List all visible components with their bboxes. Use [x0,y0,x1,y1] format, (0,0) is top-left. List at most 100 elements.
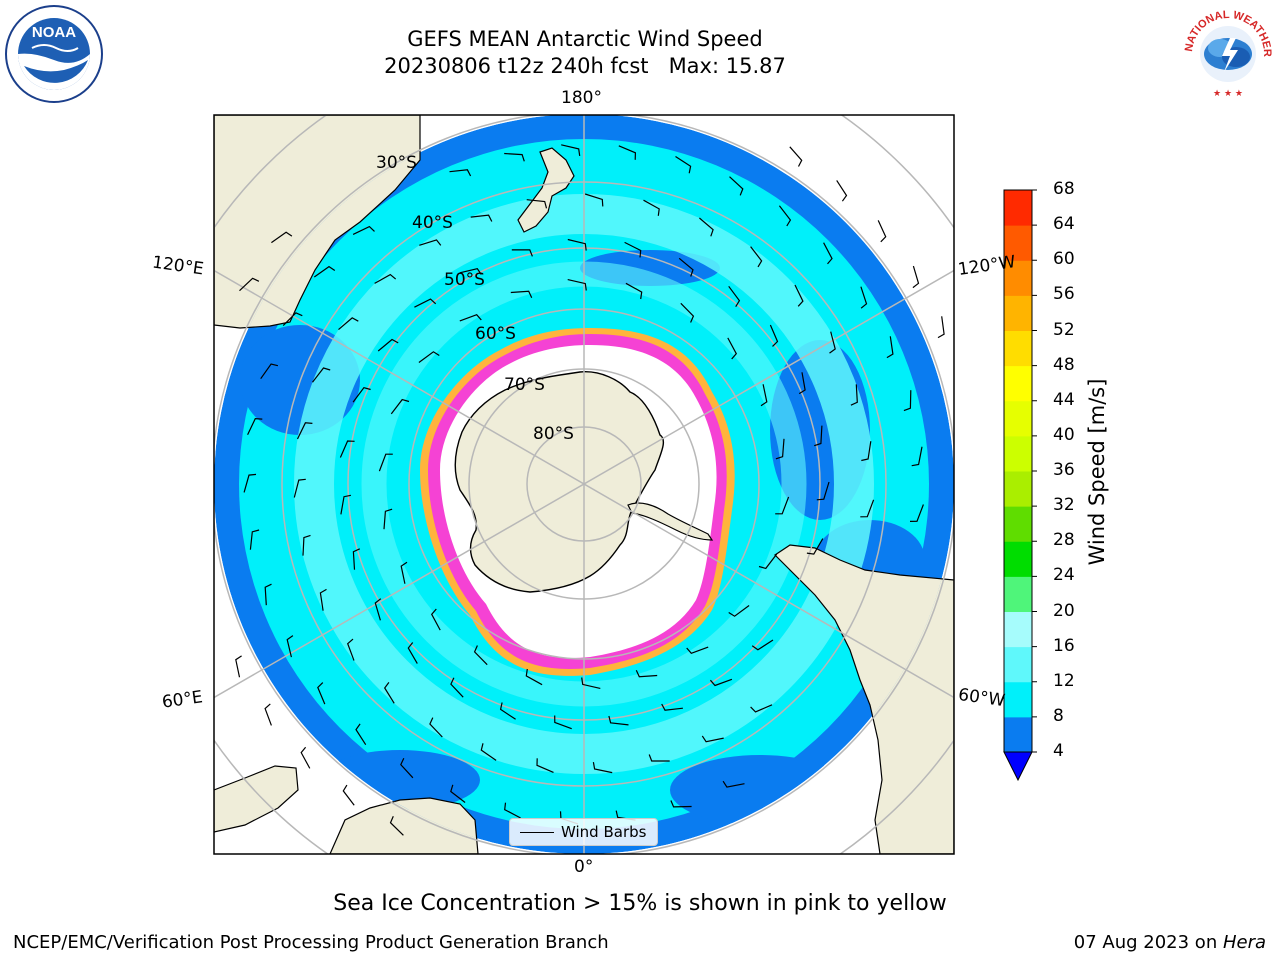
wind-barbs [235,144,945,836]
wind-barb [525,668,543,686]
colorbar-band [1004,435,1032,472]
wind-barb [670,800,692,808]
colorbar-band [1004,576,1032,612]
wind-barb [430,608,441,631]
wind-barb [751,639,774,651]
plot-title: GEFS MEAN Antarctic Wind Speed [407,27,763,51]
wind-barb [378,453,393,472]
colorbar-tick-label: 60 [1053,249,1075,270]
wind-barb [581,677,601,689]
wind-barb [814,425,823,447]
colorbar-tick-label: 40 [1053,424,1075,445]
wind-barb [860,499,875,518]
wind-barb [429,717,443,738]
wind-barb [264,703,272,726]
wind-barb [352,387,371,403]
svg-text:★ ★ ★: ★ ★ ★ [1213,89,1243,99]
colorbar-band [1004,471,1032,507]
wind-barb [419,239,442,246]
wind-barb [877,220,887,243]
wind-barb [510,290,533,298]
graticule [214,115,954,854]
colorbar-tick-label: 52 [1053,319,1075,340]
wind-barb [352,548,361,570]
colorbar-band [1004,541,1032,577]
legend-label: Wind Barbs [561,823,647,841]
wind-barb [390,398,410,415]
colorbar-band [1004,611,1032,648]
wind-barb [414,298,437,308]
colorbar-tick-label: 16 [1053,635,1075,656]
wind-barb [592,761,613,774]
wind-barb [794,284,804,307]
colorbar-tick-label: 20 [1053,600,1075,621]
wind-barb [389,816,404,836]
wind-barb [625,282,643,300]
colorbar-band [1004,225,1032,261]
wind-barb [701,735,724,743]
madagascar-land [214,765,299,833]
wind-barb [271,231,293,244]
lat-label-80s: 80°S [533,424,574,444]
legend-barb-line [520,832,554,833]
wind-barb [352,225,375,235]
colorbar-tick-label: 68 [1053,179,1075,199]
wind-barb [722,780,745,788]
wind-barb [850,384,858,406]
wind-barb [470,214,493,222]
wind-barb [450,677,464,698]
colorbar-label: Wind Speed [m/s] [1085,378,1109,566]
wind-barb [383,682,395,704]
wind-barb [635,670,658,678]
wind-barb [317,682,326,705]
footer-date: 07 Aug 2023 on Hera [1074,932,1266,953]
wind-barb [400,561,408,584]
wind-barb [728,605,750,617]
wind-barb [789,146,803,167]
colorbar-band [1004,506,1032,542]
wind-barb [338,317,359,331]
map-frame [213,114,955,855]
colorbar-tick-label: 8 [1053,705,1064,726]
colorbar-band [1004,330,1032,367]
colorbar-tick-label: 44 [1053,389,1075,410]
wind-barb [778,205,792,227]
wind-barb [912,265,920,289]
wind-barb [302,534,311,556]
colorbar-band [1004,365,1032,402]
wind-barb [449,169,472,177]
wind-barb [312,367,331,383]
colorbar-band [1004,681,1032,718]
wind-barb [249,529,260,550]
wind-barb [342,784,355,806]
wind-barb [536,758,554,773]
wind-barb [459,268,482,275]
wind-barb [675,155,692,174]
lon-label-0: 0° [574,857,594,877]
colorbar-tick-label: 32 [1053,495,1075,516]
wind-barb [661,703,683,711]
wind-barb [709,678,733,687]
wind-barb [836,180,848,202]
wind-barb [554,715,572,730]
colorbar-band [1004,190,1032,226]
wind-barb [823,242,833,265]
colorbar-band [1004,646,1032,683]
wind-barb [758,553,778,570]
noaa-logo-icon: NOAA [5,5,103,103]
colorbar-band [1004,295,1032,331]
wind-barb [561,144,581,156]
wind-barb [624,241,642,258]
lat-label-30s: 30°S [376,153,417,173]
wind-barb [473,645,488,666]
wind-barb [346,638,355,661]
lat-label-40s: 40°S [412,213,453,233]
wind-barb [937,316,945,339]
wind-barb [860,286,868,309]
wind-barb [798,372,806,395]
wind-barb [775,438,785,460]
wind-barb [775,496,790,515]
lat-label-50s: 50°S [444,270,485,290]
wind-barb [340,494,352,515]
